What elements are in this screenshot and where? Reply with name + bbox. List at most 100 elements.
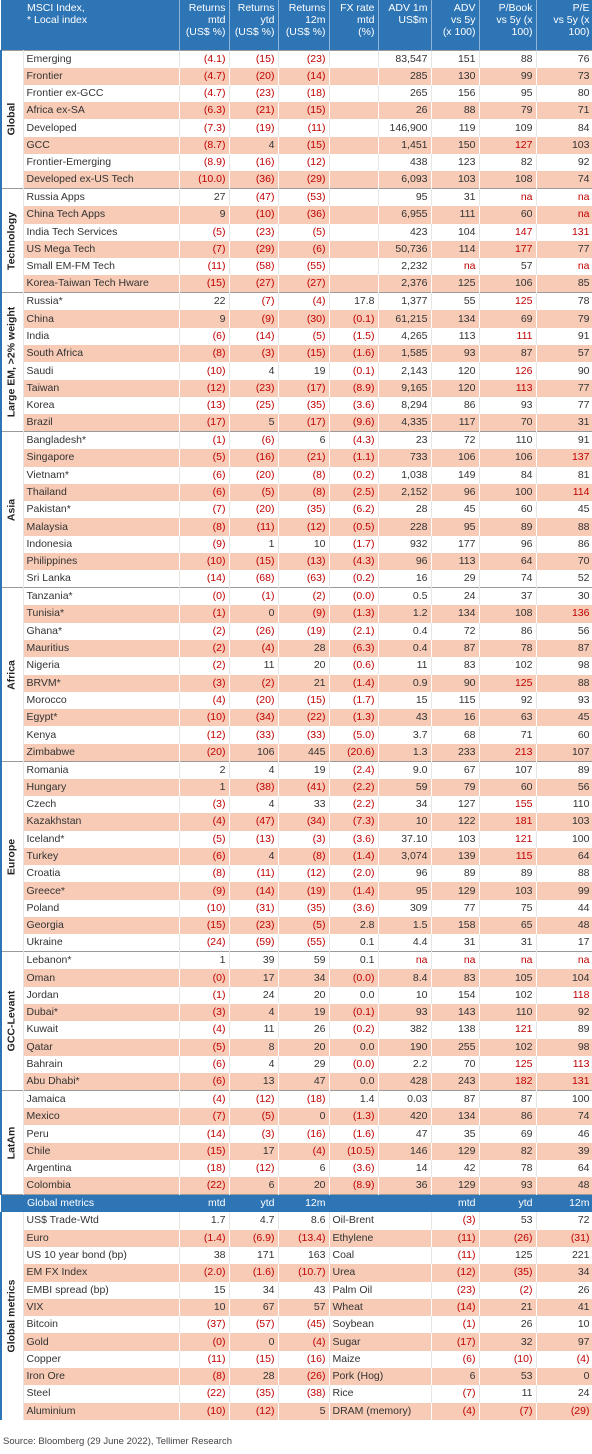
value-cell: (35) <box>479 1264 537 1282</box>
value-cell: 99 <box>536 882 592 900</box>
value-cell: 77 <box>431 899 480 918</box>
value-cell: 83,547 <box>378 49 432 68</box>
value-cell: 4 <box>229 760 279 779</box>
value-cell: (10) <box>479 1350 537 1369</box>
value-cell: (1) <box>431 1316 480 1334</box>
value-cell: (19) <box>229 119 279 137</box>
value-cell: 78 <box>479 1160 537 1178</box>
value-cell: (17) <box>431 1333 480 1351</box>
value-cell: 129 <box>431 1142 480 1161</box>
value-cell: (15) <box>278 691 330 710</box>
value-cell: 43 <box>278 1281 330 1299</box>
value-cell: (7.3) <box>179 119 230 137</box>
source-note: Source: Bloomberg (29 June 2022), Tellim… <box>3 1436 232 1447</box>
value-cell: 103 <box>536 813 592 831</box>
value-cell: (11) <box>229 518 279 536</box>
value-cell: 81 <box>536 466 592 484</box>
metric-name: EMBI spread (bp) <box>23 1281 180 1299</box>
value-cell: (19) <box>278 882 330 900</box>
value-cell <box>329 136 379 154</box>
value-cell: 64 <box>536 847 592 866</box>
row-name: Turkey <box>23 847 180 866</box>
value-cell: (30) <box>278 310 330 328</box>
value-cell: 182 <box>479 1073 537 1091</box>
value-cell: (0.2) <box>329 466 379 484</box>
value-cell: 114 <box>431 240 480 259</box>
row-name: Frontier ex-GCC <box>23 84 180 103</box>
group-label: Asia <box>5 498 18 521</box>
value-cell: 83 <box>431 657 480 675</box>
table-row: Frontier ex-GCC (4.7) (23) (18) 265 156 95 80 <box>1 84 592 103</box>
value-cell: (1.3) <box>329 1108 379 1126</box>
value-cell: 96 <box>378 865 432 883</box>
value-cell: (38) <box>229 778 279 796</box>
value-cell: 55 <box>431 292 480 311</box>
value-cell: 1,377 <box>378 292 432 311</box>
value-cell: 156 <box>431 84 480 103</box>
value-cell: (4.1) <box>179 49 230 68</box>
value-cell: (68) <box>229 570 279 588</box>
value-cell: 6,093 <box>378 171 432 189</box>
value-cell: 2,232 <box>378 258 432 276</box>
value-cell: 113 <box>431 553 480 571</box>
value-cell: (6) <box>179 466 230 484</box>
value-cell: 69 <box>479 1125 537 1143</box>
value-cell: 56 <box>536 778 592 796</box>
header-cell: P/E vs 5y (x 100) <box>536 0 592 50</box>
value-cell: 72 <box>536 1212 592 1230</box>
value-cell: 59 <box>378 778 432 796</box>
value-cell: (35) <box>229 1385 279 1403</box>
value-cell: 15 <box>378 691 432 710</box>
value-cell: 113 <box>536 1055 592 1074</box>
value-cell: 177 <box>479 240 537 259</box>
value-cell: 32 <box>479 1333 537 1351</box>
metric-name: US$ Trade-Wtd <box>23 1212 180 1230</box>
table-row: Developed ex-US Tech (10.0) (36) (29) 6,093 1… <box>1 171 592 189</box>
metric-name: Copper <box>23 1350 180 1369</box>
value-cell: 129 <box>431 1177 480 1195</box>
value-cell: (10.5) <box>329 1142 379 1161</box>
table-row: Turkey (6) 4 (8) (1.4) 3,074 139 115 64 <box>1 847 592 866</box>
value-cell: 134 <box>431 1108 480 1126</box>
value-cell: (4.7) <box>179 84 230 103</box>
value-cell: (16) <box>229 153 279 172</box>
value-cell: 154 <box>431 986 480 1004</box>
value-cell: 72 <box>431 431 480 450</box>
value-cell: 73 <box>536 67 592 85</box>
value-cell: (15) <box>179 1142 230 1161</box>
value-cell: (17) <box>179 414 230 432</box>
value-cell: (21) <box>278 449 330 467</box>
value-cell: 23 <box>378 431 432 450</box>
value-cell: 130 <box>431 67 480 85</box>
value-cell: (5) <box>179 449 230 467</box>
row-name: Qatar <box>23 1038 180 1056</box>
value-cell: 146 <box>378 1142 432 1161</box>
value-cell <box>329 188 379 207</box>
row-name: Czech <box>23 796 180 814</box>
group-label: GCC-Levant <box>5 990 18 1052</box>
value-cell: 53 <box>479 1368 537 1386</box>
value-cell: 59 <box>278 951 330 970</box>
value-cell: (16) <box>229 449 279 467</box>
value-cell: 106 <box>431 449 480 467</box>
value-cell: (59) <box>229 934 279 952</box>
value-cell: 158 <box>431 917 480 935</box>
value-cell: 99 <box>479 67 537 85</box>
table-row: Croatia (8) (11) (12) (2.0) 96 89 89 88 <box>1 865 592 883</box>
table-row: India Tech Services (5) (23) (5) 423 104 147 13… <box>1 223 592 241</box>
value-cell: 181 <box>479 813 537 831</box>
value-cell: 1 <box>179 951 230 970</box>
table-row: Brazil (17) 5 (17) (9.6) 4,335 117 70 31 <box>1 414 592 432</box>
row-name: Abu Dhabi* <box>23 1073 180 1091</box>
group-label: Global metrics <box>5 1279 18 1353</box>
value-cell: 76 <box>536 49 592 68</box>
row-name: Egypt* <box>23 709 180 727</box>
metric-name: Soybean <box>329 1316 432 1334</box>
value-cell: (16) <box>278 1350 330 1369</box>
value-cell: 126 <box>479 362 537 380</box>
value-cell: 121 <box>479 1021 537 1039</box>
value-cell: 47 <box>378 1125 432 1143</box>
row-name: Romania <box>23 760 180 779</box>
value-cell: (22) <box>278 709 330 727</box>
value-cell: (0) <box>179 1333 230 1351</box>
